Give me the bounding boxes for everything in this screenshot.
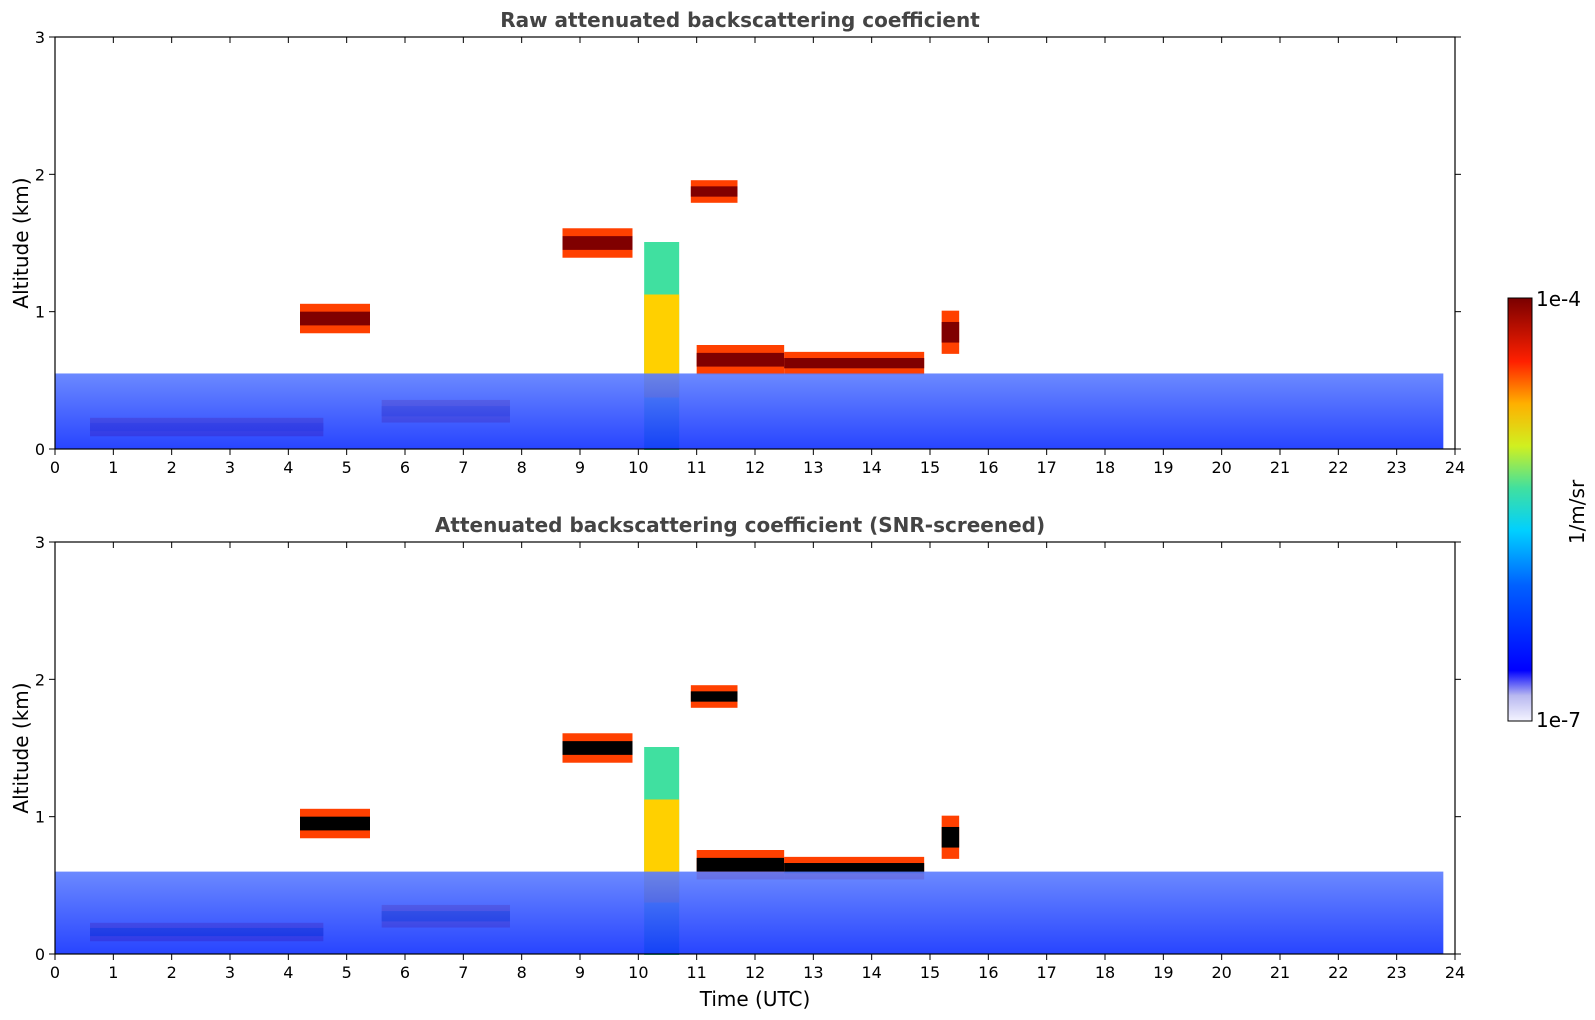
x-tick-label: 11 [686,963,706,982]
cloud-core-4 [690,186,738,197]
x-tick-label: 21 [1270,963,1290,982]
colorbar-max-label: 1e-4 [1536,287,1581,311]
x-tick-label: 9 [575,963,585,982]
cloud-core-6 [784,863,925,874]
raw-y-axis-label: Altitude (km) [9,177,33,308]
x-tick-label: 2 [167,963,177,982]
y-tick-label: 3 [35,533,45,552]
x-tick-label: 5 [342,963,352,982]
x-tick-label: 17 [1036,963,1056,982]
x-tick-label: 10 [628,458,648,477]
x-tick-label: 4 [283,963,293,982]
screened-heatmap [55,685,1444,955]
x-tick-label: 14 [861,458,881,477]
y-tick-label: 0 [35,945,45,964]
x-tick-label: 11 [686,458,706,477]
y-tick-label: 1 [35,303,45,322]
cloud-core-7 [941,826,960,848]
cloud-core-1 [300,816,370,831]
y-tick-label: 2 [35,670,45,689]
x-tick-label: 21 [1270,458,1290,477]
cloud-core-3 [562,741,633,755]
x-tick-label: 22 [1328,963,1348,982]
y-tick-label: 2 [35,165,45,184]
x-tick-label: 13 [803,458,823,477]
x-tick-label: 1 [108,458,118,477]
screened-axis-ticks: 0 1 2 3 4 5 6 7 8 9 10 11 12 13 14 15 16 17 18 19 20 21 22 23 24… [35,533,1465,982]
x-tick-label: 7 [458,458,468,477]
raw-backscatter-panel: Raw attenuated backscattering coefficien… [9,8,1465,477]
x-tick-label: 7 [458,963,468,982]
x-tick-label: 10 [628,963,648,982]
x-tick-label: 12 [745,963,765,982]
x-tick-label: 5 [342,458,352,477]
x-tick-label: 18 [1095,458,1115,477]
x-tick-label: 15 [920,458,940,477]
x-tick-label: 1 [108,963,118,982]
screened-panel-title: Attenuated backscattering coefficient (S… [435,513,1045,537]
x-tick-label: 6 [400,458,410,477]
x-tick-label: 23 [1386,963,1406,982]
x-tick-label: 15 [920,963,940,982]
x-tick-label: 20 [1211,963,1231,982]
x-tick-label: 14 [861,963,881,982]
y-tick-label: 0 [35,440,45,459]
x-tick-label: 0 [50,458,60,477]
screened-y-axis-label: Altitude (km) [9,682,33,813]
x-tick-label: 17 [1036,458,1056,477]
x-tick-label: 16 [978,963,998,982]
x-tick-label: 8 [517,458,527,477]
screened-backscatter-panel: Attenuated backscattering coefficient (S… [9,513,1465,1011]
cloud-core-5 [696,857,785,872]
cloud-core-4 [690,691,738,702]
cloud-core-7 [941,321,960,343]
cloud-core-6 [784,358,925,369]
x-tick-label: 9 [575,458,585,477]
raw-heatmap [55,180,1444,450]
x-axis-label: Time (UTC) [699,987,811,1011]
x-tick-label: 4 [283,458,293,477]
raw-panel-title: Raw attenuated backscattering coefficien… [500,8,980,32]
colorbar: 1e-4 1e-7 1/m/sr [1507,287,1589,732]
x-tick-label: 13 [803,963,823,982]
x-tick-label: 2 [167,458,177,477]
x-tick-label: 6 [400,963,410,982]
colorbar-gradient [1507,297,1533,722]
noise-floor-region [55,373,1444,449]
cloud-core-1 [300,311,370,326]
x-tick-label: 22 [1328,458,1348,477]
x-tick-label: 16 [978,458,998,477]
x-tick-label: 19 [1153,458,1173,477]
x-tick-label: 8 [517,963,527,982]
colorbar-unit-label: 1/m/sr [1565,479,1589,544]
cloud-core-3 [562,236,633,250]
y-tick-label: 3 [35,28,45,47]
x-tick-label: 20 [1211,458,1231,477]
y-tick-label: 1 [35,808,45,827]
x-tick-label: 18 [1095,963,1115,982]
x-tick-label: 24 [1445,458,1465,477]
x-tick-label: 19 [1153,963,1173,982]
x-tick-label: 3 [225,963,235,982]
x-tick-label: 23 [1386,458,1406,477]
raw-axis-ticks: 0 1 2 3 4 5 6 7 8 9 10 11 12 13 14 15 16 17 18 19 20 21 22 23 24… [35,28,1465,477]
x-tick-label: 12 [745,458,765,477]
colorbar-min-label: 1e-7 [1536,708,1581,732]
x-tick-label: 0 [50,963,60,982]
noise-floor-region [55,871,1444,954]
cloud-core-5 [696,352,785,367]
x-tick-label: 24 [1445,963,1465,982]
x-tick-label: 3 [225,458,235,477]
